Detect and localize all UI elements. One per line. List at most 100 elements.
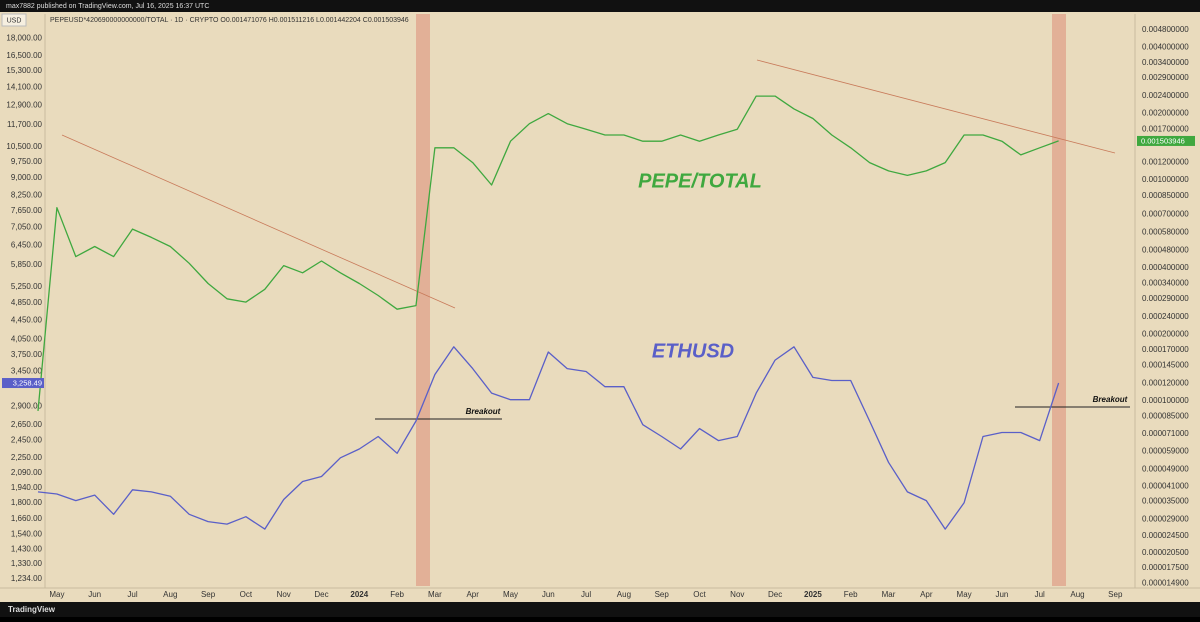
trend-line: [756, 59, 1116, 154]
x-tick-label: Sep: [201, 590, 216, 599]
y-tick-label: 4,850.00: [11, 298, 43, 307]
y2-tick-label: 0.000035000: [1142, 497, 1189, 506]
y2-tick-label: 0.000029000: [1142, 515, 1189, 524]
chart-background: [0, 12, 1200, 602]
footer-bar: [0, 603, 1200, 617]
y2-tick-label: 0.002400000: [1142, 91, 1189, 100]
y2-tick-label: 0.000400000: [1142, 263, 1189, 272]
y2-tick-label: 0.001700000: [1142, 124, 1189, 133]
series-label: PEPE/TOTAL: [638, 170, 762, 192]
y2-tick-label: 0.000120000: [1142, 378, 1189, 387]
unit-box: [1, 13, 27, 27]
x-tick-label: Aug: [1070, 590, 1084, 599]
x-tick-label: Jul: [1035, 590, 1045, 599]
y-tick-label: 16,500.00: [6, 51, 42, 60]
y-tick-label: 11,700.00: [7, 120, 43, 129]
x-tick-label: Oct: [693, 590, 706, 599]
y-tick-label: 3,450.00: [11, 367, 43, 376]
price-tag-label: 0.001503946: [1141, 136, 1185, 145]
x-tick-label: Dec: [768, 590, 782, 599]
y-tick-label: 2,250.00: [11, 453, 43, 462]
y2-tick-label: 0.001000000: [1142, 175, 1189, 184]
x-tick-label: Mar: [428, 590, 442, 599]
y2-tick-label: 0.002900000: [1142, 73, 1189, 82]
y2-tick-label: 0.004800000: [1142, 25, 1189, 34]
y-tick-label: 18,000.00: [6, 33, 42, 42]
y-tick-label: 1,800.00: [11, 498, 43, 507]
price-tag: [2, 378, 44, 389]
y-tick-label: 15,300.00: [6, 66, 42, 75]
y2-tick-label: 0.000024500: [1142, 531, 1189, 540]
y2-tick-label: 0.000200000: [1142, 329, 1189, 338]
annotation: Breakout: [466, 407, 501, 416]
y-tick-label: 1,430.00: [11, 544, 43, 553]
y2-tick-label: 0.004000000: [1142, 42, 1189, 51]
y-tick-label: 8,250.00: [11, 191, 43, 200]
highlight-band: [416, 14, 430, 586]
y2-tick-label: 0.000580000: [1142, 227, 1189, 236]
x-tick-label: Apr: [466, 590, 479, 599]
x-tick-label: Apr: [920, 590, 933, 599]
y-tick-label: 14,100.00: [6, 83, 42, 92]
x-tick-label: Jun: [542, 590, 555, 599]
y-tick-label: 2,650.00: [11, 420, 43, 429]
y-tick-label: 1,940.00: [11, 483, 43, 492]
y2-tick-label: 0.000071000: [1142, 429, 1189, 438]
x-tick-label: Feb: [844, 590, 858, 599]
y-tick-label: 9,000.00: [11, 173, 43, 182]
y2-tick-label: 0.000340000: [1142, 279, 1189, 288]
y-tick-label: 1,540.00: [11, 529, 43, 538]
y-tick-label: 6,450.00: [11, 240, 43, 249]
x-tick-label: Jul: [581, 590, 591, 599]
y2-tick-label: 0.000145000: [1142, 360, 1189, 369]
price-tag-label: 3,258.49: [13, 379, 42, 388]
y-tick-label: 12,900.00: [6, 100, 42, 109]
y-tick-label: 3,750.00: [11, 350, 43, 359]
y-tick-label: 5,850.00: [11, 260, 43, 269]
x-tick-label: Sep: [655, 590, 670, 599]
y2-tick-label: 0.000014900: [1142, 578, 1189, 587]
y2-tick-label: 0.003400000: [1142, 58, 1189, 67]
x-tick-label: Jun: [995, 590, 1008, 599]
x-tick-label: Nov: [277, 590, 291, 599]
y-tick-label: 7,650.00: [11, 206, 43, 215]
y2-tick-label: 0.000049000: [1142, 464, 1189, 473]
unit-label: USD: [7, 17, 22, 24]
y-tick-label: 1,234.00: [11, 574, 43, 583]
x-tick-label: May: [503, 590, 518, 599]
y2-tick-label: 0.000700000: [1142, 209, 1189, 218]
y-tick-label: 5,250.00: [11, 282, 43, 291]
y2-tick-label: 0.000850000: [1142, 191, 1189, 200]
y-tick-label: 10,500.00: [6, 142, 42, 151]
y-tick-label: 1,330.00: [11, 559, 43, 568]
series-label: ETHUSD: [652, 340, 734, 362]
published-note: max7882 published on TradingView.com, Ju…: [6, 3, 209, 10]
y-tick-label: 2,090.00: [11, 468, 43, 477]
trend-line: [61, 134, 456, 309]
x-tick-label: Feb: [390, 590, 404, 599]
y2-tick-label: 0.000017500: [1142, 563, 1189, 572]
x-tick-label: Oct: [240, 590, 253, 599]
highlight-band: [1052, 14, 1066, 586]
y2-tick-label: 0.000085000: [1142, 412, 1189, 421]
y-tick-label: 4,450.00: [11, 315, 43, 324]
series-line: [37, 346, 1060, 530]
y2-tick-label: 0.000480000: [1142, 246, 1189, 255]
annotation: Breakout: [1093, 395, 1128, 404]
y2-tick-label: 0.000170000: [1142, 345, 1189, 354]
x-tick-label: Aug: [617, 590, 631, 599]
y-tick-label: 1,660.00: [11, 514, 43, 523]
y2-tick-label: 0.001200000: [1142, 158, 1189, 167]
y2-tick-label: 0.000020500: [1142, 548, 1189, 557]
y2-tick-label: 0.002000000: [1142, 109, 1189, 118]
x-tick-label: Sep: [1108, 590, 1123, 599]
brand: TradingView: [8, 605, 56, 614]
x-tick-label: Nov: [730, 590, 744, 599]
y-tick-label: 2,900.00: [11, 402, 43, 411]
series-line: [37, 95, 1059, 411]
y2-tick-label: 0.000059000: [1142, 447, 1189, 456]
y-tick-label: 2,450.00: [11, 436, 43, 445]
y-tick-label: 9,750.00: [11, 157, 43, 166]
